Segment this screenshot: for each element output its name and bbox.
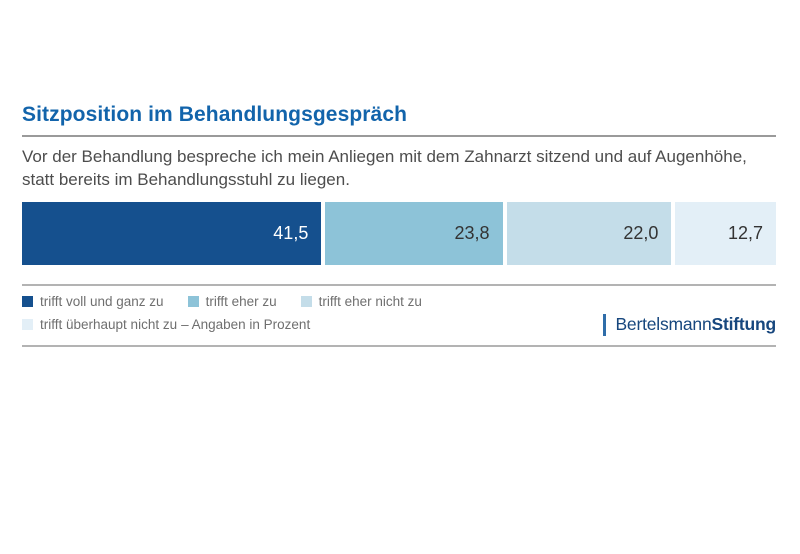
survey-statement: Vor der Behandlung bespreche ich mein An… [22,147,747,189]
bertelsmann-stiftung-logo: Bertelsmann Stiftung [603,313,777,336]
segment-value: 12,7 [727,222,763,243]
segment-value: 22,0 [623,222,659,243]
logo-bar-icon [603,313,607,336]
title-divider [22,135,776,138]
legend-row-1: trifft voll und ganz zu trifft eher zu t… [22,294,776,309]
legend-label: trifft eher nicht zu [318,293,422,309]
legend-item-trifft-voll-und-ganz-zu: trifft voll und ganz zu [22,294,164,309]
brand-name-regular: Bertelsmann [615,314,712,335]
legend-swatch-dark-blue [22,295,33,307]
bar-segment-trifft-ueberhaupt-nicht-zu: 12,7 [675,201,776,265]
segment-value: 23,8 [454,222,490,243]
legend-swatch-pale-blue [22,319,33,331]
legend-label: trifft eher zu [205,293,277,309]
page-title: Sitzposition im Behandlungsgespräch [22,103,408,126]
legend-item-trifft-eher-nicht-zu: trifft eher nicht zu [300,293,422,309]
bar-segment-trifft-voll-und-ganz-zu: 41,5 [22,201,322,265]
legend-swatch-medium-blue [187,295,199,307]
legend: trifft voll und ganz zu trifft eher zu t… [22,283,777,347]
legend-label: trifft voll und ganz zu [40,293,164,309]
unit-note: – Angaben in Prozent [181,317,311,333]
bar-segment-trifft-eher-zu: 23,8 [325,201,503,265]
infographic: Sitzposition im Behandlungsgespräch Vor … [22,103,776,347]
segment-value: 41,5 [273,222,309,243]
legend-item-trifft-eher-zu: trifft eher zu [187,293,277,309]
stacked-bar: 41,5 23,8 22,0 12,7 [22,201,776,265]
brand-name-bold: Stiftung [711,314,777,335]
legend-label: trifft überhaupt nicht zu [40,317,178,333]
bar-segment-trifft-eher-nicht-zu: 22,0 [506,201,672,265]
legend-swatch-light-blue [300,295,312,307]
legend-item-trifft-ueberhaupt-nicht-zu: trifft überhaupt nicht zu – Angaben in P… [22,317,310,332]
legend-row-2: trifft überhaupt nicht zu – Angaben in P… [22,313,777,336]
